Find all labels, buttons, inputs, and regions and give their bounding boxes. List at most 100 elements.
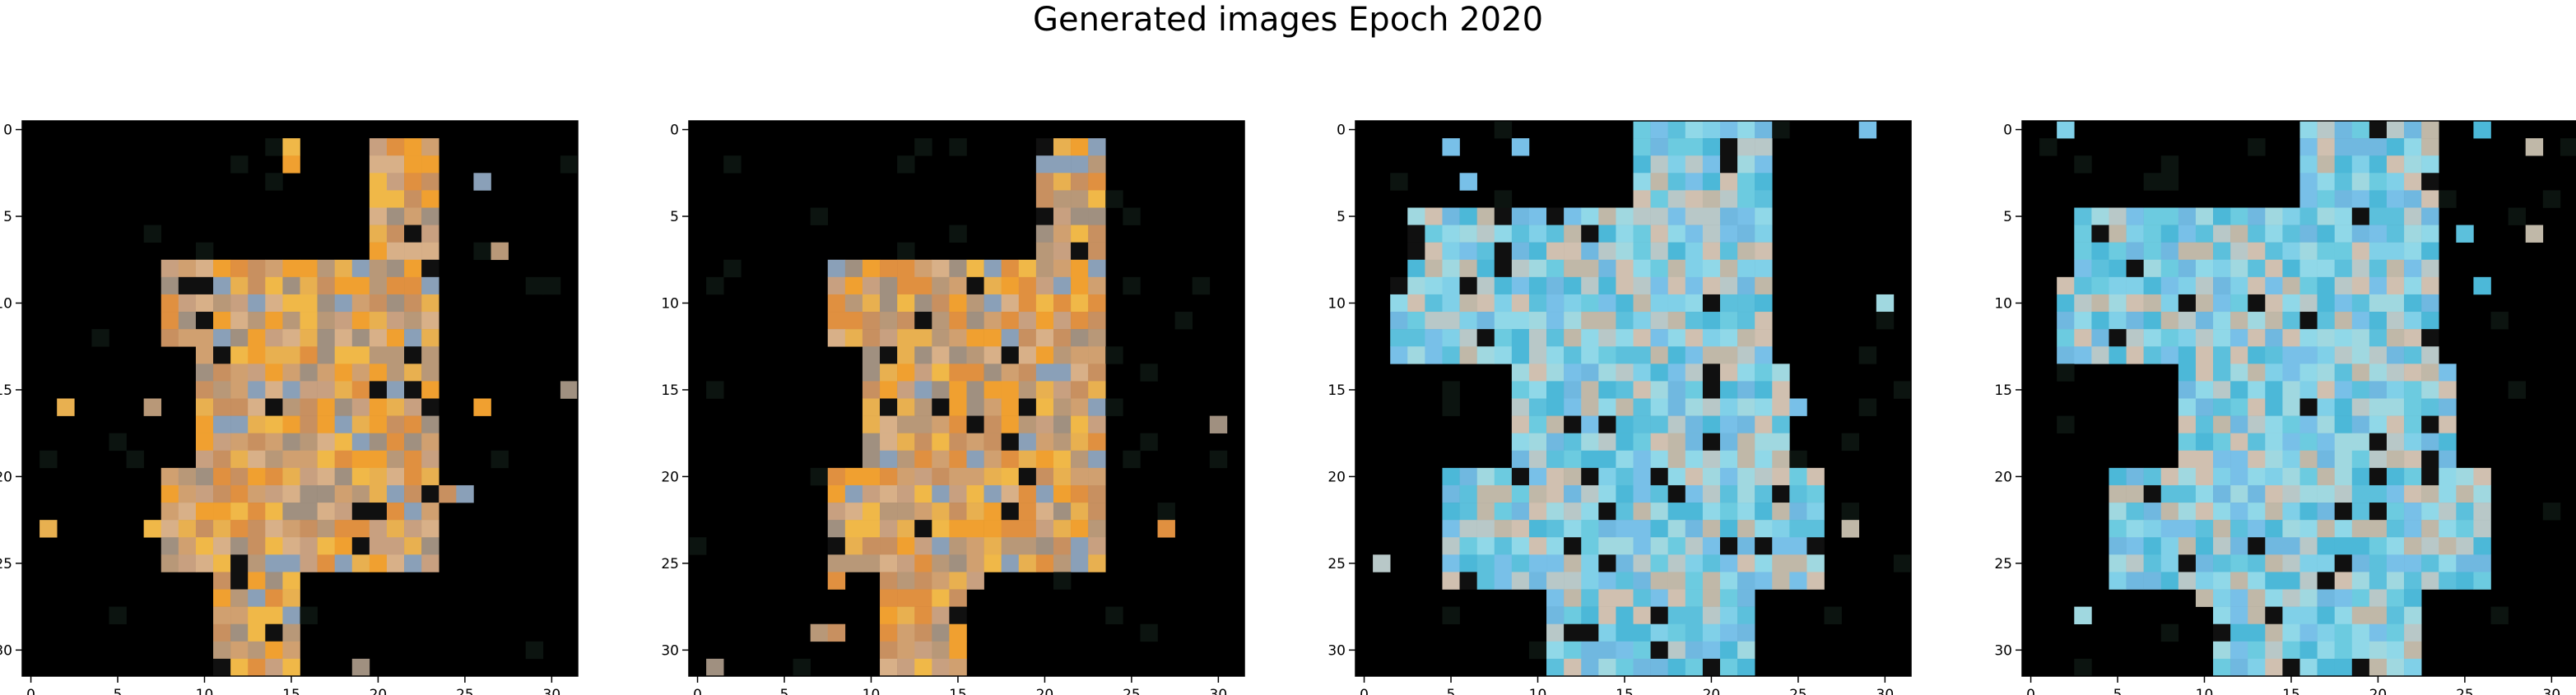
pixel-cell [2334, 329, 2353, 347]
pixel-cell [1685, 346, 1704, 364]
pixel-cell [2057, 276, 2075, 295]
pixel-cell [2317, 450, 2335, 469]
pixel-cell [862, 381, 881, 399]
pixel-cell [230, 450, 249, 469]
pixel-cell [2351, 121, 2370, 139]
pixel-cell [2369, 641, 2388, 660]
pixel-cell [2351, 207, 2370, 225]
pixel-cell [1598, 520, 1616, 538]
pixel-cell [2265, 415, 2283, 433]
pixel-cell [1633, 623, 1651, 642]
pixel-cell [2369, 433, 2388, 452]
pixel-cell [949, 572, 967, 590]
y-tick-label: 20 [661, 469, 679, 485]
pixel-cell [2404, 589, 2422, 607]
pixel-cell [1772, 433, 1790, 452]
pixel-cell [1442, 520, 1460, 538]
pixel-cell [862, 415, 881, 433]
pixel-cell [1140, 623, 1158, 642]
pixel-cell [966, 364, 984, 382]
pixel-cell [2074, 155, 2092, 174]
pixel-cell [265, 572, 283, 590]
pixel-cell [317, 467, 335, 486]
pixel-cell [2109, 520, 2127, 538]
pixel-cell [213, 381, 231, 399]
pixel-cell [2386, 346, 2405, 364]
pixel-cell [1755, 537, 1773, 555]
pixel-cell [2178, 572, 2197, 590]
pixel-cell [897, 259, 915, 278]
pixel-cell [386, 242, 405, 261]
pixel-cell [334, 381, 353, 399]
pixel-cell [2213, 450, 2231, 469]
pixel-cell [421, 225, 439, 243]
pixel-cell [265, 520, 283, 538]
pixel-cell [248, 554, 266, 572]
pixel-cell [914, 294, 932, 313]
pixel-cell [2334, 450, 2353, 469]
pixel-cell [2230, 572, 2248, 590]
pixel-cell [2126, 484, 2144, 503]
pixel-cell [230, 433, 249, 452]
pixel-cell [1494, 520, 1513, 538]
pixel-cell [1407, 294, 1425, 313]
pixel-cell [1841, 433, 1860, 452]
pixel-cell [2473, 537, 2491, 555]
pixel-cell [1581, 433, 1599, 452]
pixel-cell [265, 589, 283, 607]
pixel-cell [914, 398, 932, 416]
pixel-cell [404, 294, 422, 313]
pixel-cell [195, 415, 214, 433]
pixel-cell [386, 415, 405, 433]
pixel-cell [1650, 415, 1668, 433]
pixel-cell [195, 398, 214, 416]
pixel-cell [1476, 276, 1495, 295]
pixel-cell [844, 484, 863, 503]
pixel-cell [932, 259, 950, 278]
pixel-cell [2317, 173, 2335, 191]
pixel-cell [265, 415, 283, 433]
y-tick-label: 25 [1994, 556, 2012, 572]
pixel-cell [1598, 312, 1616, 330]
pixel-cell [317, 503, 335, 521]
pixel-cell [2334, 276, 2353, 295]
pixel-cell [317, 276, 335, 295]
pixel-cell [404, 259, 422, 278]
pixel-cell [1616, 415, 1634, 433]
pixel-cell [2369, 329, 2388, 347]
pixel-cell [213, 415, 231, 433]
pixel-cell [2369, 572, 2388, 590]
pixel-cell [2265, 364, 2283, 382]
pixel-cell [195, 242, 214, 261]
pixel-cell [1633, 520, 1651, 538]
pixel-cell [2126, 572, 2144, 590]
pixel-cell [421, 138, 439, 156]
pixel-cell [2248, 554, 2266, 572]
pixel-cell [2351, 329, 2370, 347]
pixel-cell [827, 276, 846, 295]
pixel-cell [1459, 242, 1477, 261]
pixel-cell [2143, 276, 2162, 295]
pixel-cell [1650, 138, 1668, 156]
x-tick-label: 10 [863, 687, 881, 695]
pixel-cell [248, 259, 266, 278]
pixel-cell [1425, 294, 1443, 313]
pixel-cell [897, 606, 915, 625]
pixel-cell [2369, 294, 2388, 313]
pixel-cell [317, 520, 335, 538]
pixel-cell [2195, 572, 2214, 590]
pixel-cell [1702, 572, 1721, 590]
pixel-cell [1598, 589, 1616, 607]
pixel-cell [1476, 537, 1495, 555]
pixel-cell [983, 381, 1002, 399]
pixel-cell [404, 207, 422, 225]
pixel-cell [2334, 467, 2353, 486]
pixel-cell [2473, 554, 2491, 572]
pixel-cell [1035, 346, 1054, 364]
pixel-cell [265, 346, 283, 364]
pixel-cell [1071, 433, 1089, 452]
pixel-cell [386, 503, 405, 521]
pixel-cell [1511, 138, 1530, 156]
pixel-cell [2195, 207, 2214, 225]
pixel-cell [369, 259, 388, 278]
